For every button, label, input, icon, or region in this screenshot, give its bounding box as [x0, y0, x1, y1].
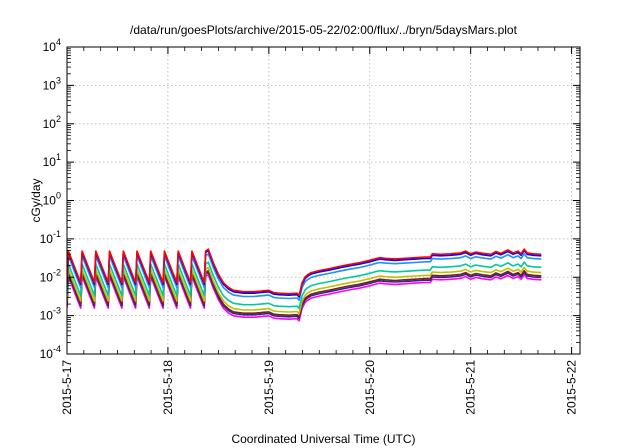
- series-line: [67, 253, 542, 302]
- y-tick-label: 10-2: [40, 267, 61, 284]
- x-tick-label: 2015-5-20: [363, 360, 377, 415]
- x-axis-label: Coordinated Universal Time (UTC): [231, 432, 415, 446]
- x-tick-label: 2015-5-19: [262, 360, 276, 415]
- series-line: [67, 269, 542, 318]
- x-tick-label: 2015-5-22: [565, 360, 579, 415]
- y-tick-label: 101: [43, 152, 61, 169]
- series-line: [67, 261, 542, 310]
- y-tick-label: 103: [43, 75, 61, 92]
- series-line: [67, 266, 542, 315]
- y-tick-label: 10-4: [40, 344, 61, 361]
- y-tick-label: 10-3: [40, 306, 61, 323]
- y-tick-label: 102: [43, 114, 61, 131]
- x-tick-label: 2015-5-17: [60, 360, 74, 415]
- x-tick-label: 2015-5-21: [464, 360, 478, 415]
- grid: [67, 47, 580, 354]
- series-group: [67, 248, 542, 322]
- y-axis-label: cGy/day: [29, 178, 43, 222]
- series-line: [67, 273, 542, 322]
- ticks: 10-4 10-3 10-2 10-1 100 101 102 103 104 2015-5-17…: [40, 37, 580, 415]
- x-tick-label: 2015-5-18: [161, 360, 175, 415]
- chart-title: /data/run/goesPlots/archive/2015-05-22/0…: [130, 23, 518, 37]
- y-tick-label: 100: [43, 191, 61, 208]
- y-tick-label: 104: [43, 37, 61, 54]
- series-line: [67, 248, 542, 297]
- y-tick-label: 10-1: [40, 229, 61, 246]
